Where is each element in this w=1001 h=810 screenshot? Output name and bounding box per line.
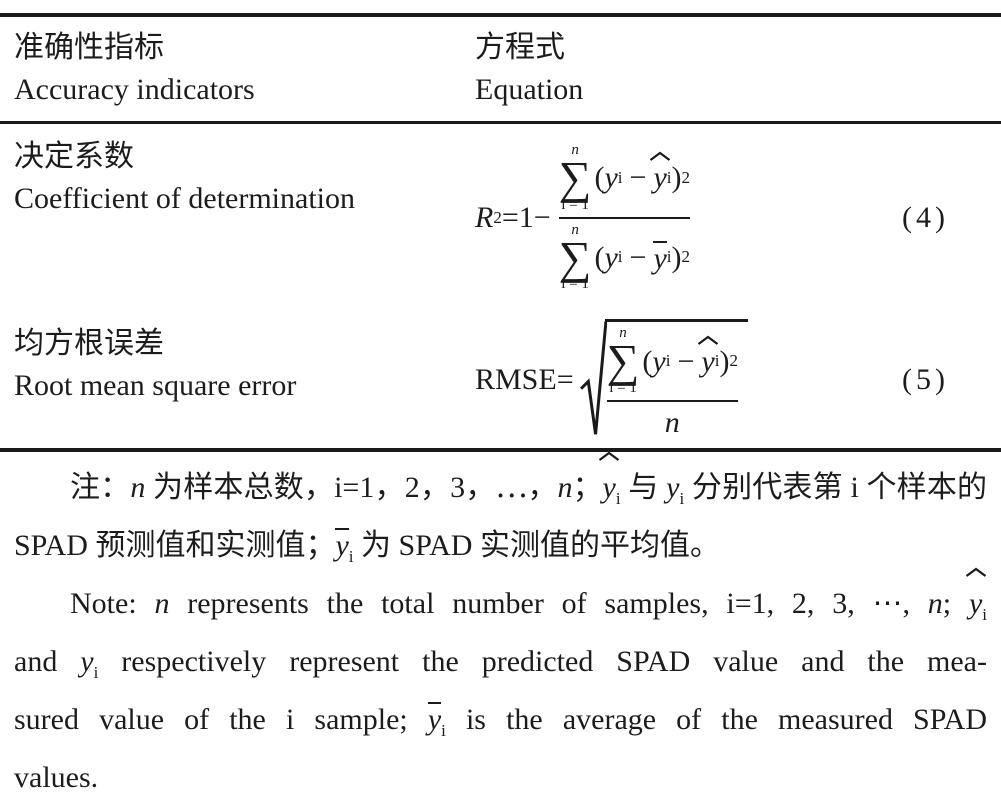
close-paren: ): [671, 161, 682, 195]
hat-accent-icon: [649, 152, 671, 162]
header-col2-zh: 方程式: [475, 31, 565, 64]
rmse-numerator: n ∑ i = 1 (y i − y i) 2: [606, 325, 738, 396]
table-top-rule: [0, 13, 1001, 17]
summation: n ∑ i = 1: [558, 221, 592, 292]
r2-numerator: n ∑ i = 1 (y i − y i) 2: [558, 142, 691, 213]
sigma-icon: ∑: [558, 231, 592, 283]
cell-equation-rmse: RMSE= n ∑ i = 1: [475, 311, 1001, 448]
header-accuracy-indicators: 准确性指标 Accuracy indicators: [0, 27, 475, 111]
r2-fraction: n ∑ i = 1 (y i − y i) 2 n ∑ i = 1: [558, 142, 691, 292]
rmse-lhs: RMSE=: [475, 362, 574, 396]
equation-number-5: (5): [902, 362, 949, 396]
minus-sign: −: [629, 240, 647, 274]
open-paren: (: [642, 344, 653, 378]
fraction-bar: [606, 399, 738, 402]
y-observed: y: [652, 344, 666, 378]
row2-label-en: Root mean square error: [14, 369, 297, 402]
sub-i: i: [93, 663, 99, 682]
sum-lower-limit: i = 1: [609, 379, 637, 396]
table-header-row: 准确性指标 Accuracy indicators 方程式 Equation: [0, 17, 1001, 121]
y-bar: y: [427, 702, 442, 736]
radicand: n ∑ i = 1 (y i − y i) 2 n: [604, 319, 748, 439]
radical-sign-icon: [580, 319, 607, 439]
sigma-icon: ∑: [558, 152, 592, 204]
open-paren: (: [594, 240, 605, 274]
header-col2-en: Equation: [475, 73, 584, 106]
table-row-rmse: 均方根误差 Root mean square error RMSE= n: [0, 311, 1001, 448]
header-col1-zh: 准确性指标: [14, 31, 164, 64]
close-paren: ): [671, 240, 682, 274]
header-equation: 方程式 Equation: [475, 27, 1001, 111]
sub-i: i: [348, 547, 354, 566]
note-en-line4: values.: [14, 761, 99, 794]
y-observed: y: [604, 240, 618, 274]
y-hat: y: [965, 567, 986, 633]
label-root-mean-square-error: 均方根误差 Root mean square error: [0, 311, 475, 448]
row1-label-zh: 决定系数: [14, 140, 134, 173]
note-zh-line2: SPAD 预测值和实测值；yi 为 SPAD 实测值的平均值。: [14, 528, 720, 566]
note-zh-line1: 注：n 为样本总数，i=1，2，3，⋯，n； yi 与 yi 分别代表第 i 个样…: [14, 451, 987, 517]
label-coefficient-of-determination: 决定系数 Coefficient of determination: [0, 124, 475, 311]
sigma-icon: ∑: [606, 335, 640, 387]
sub-i: i: [679, 489, 685, 508]
y-hat: y: [649, 152, 671, 194]
equation-rmse: RMSE= n ∑ i = 1: [475, 319, 748, 439]
sub-i: i: [615, 489, 621, 508]
sum-upper-limit: n: [571, 221, 579, 238]
y-symbol: y: [666, 471, 680, 504]
square-root: n ∑ i = 1 (y i − y i) 2 n: [580, 319, 748, 439]
n-symbol: n: [130, 471, 146, 504]
summation: n ∑ i = 1: [559, 143, 592, 212]
y-bar: y: [335, 528, 349, 562]
sub-i: i: [982, 605, 987, 624]
sum-lower-limit: i = 1: [561, 275, 589, 292]
open-paren: (: [594, 161, 605, 195]
r2-denominator: n ∑ i = 1 (y i − y i) 2: [558, 221, 691, 292]
n-symbol: n: [154, 587, 170, 620]
table-row-r2: 决定系数 Coefficient of determination R 2 =1− …: [0, 124, 1001, 311]
sum-upper-limit: n: [571, 142, 579, 159]
y-bar: y: [653, 240, 667, 275]
r-symbol: R: [475, 200, 494, 234]
sum-lower-limit: i = 1: [561, 196, 589, 213]
sum-upper-limit: n: [619, 325, 627, 342]
n-symbol: n: [557, 471, 573, 504]
row1-label-en: Coefficient of determination: [14, 182, 356, 215]
note-en-line3: sured value of the i sample; yi is the a…: [14, 702, 987, 740]
rmse-fraction: n ∑ i = 1 (y i − y i) 2 n: [606, 325, 738, 439]
cell-equation-r2: R 2 =1− n ∑ i = 1 (y i − y i) 2: [475, 124, 1001, 311]
header-col1-en: Accuracy indicators: [14, 73, 255, 106]
equals-one-minus: =1−: [501, 200, 551, 234]
note-en-line2: and yi respectively represent the predic…: [14, 645, 987, 682]
row2-label-zh: 均方根误差: [14, 327, 164, 360]
hat-accent-icon: [697, 335, 719, 345]
y-observed: y: [604, 161, 618, 195]
y-symbol: y: [80, 645, 94, 678]
table-header-rule: [0, 121, 1001, 124]
n-symbol: n: [927, 587, 943, 620]
hat-accent-icon: [965, 567, 986, 577]
table-bottom-rule: [0, 448, 1001, 452]
table-footnote: 注：n 为样本总数，i=1，2，3，⋯，n； yi 与 yi 分别代表第 i 个样…: [0, 451, 1001, 807]
equation-r2: R 2 =1− n ∑ i = 1 (y i − y i) 2: [475, 142, 691, 292]
minus-sign: −: [677, 344, 695, 378]
rmse-denominator: n: [664, 405, 680, 439]
hat-accent-icon: [599, 451, 620, 461]
y-hat: y: [697, 335, 719, 378]
summation: n ∑ i = 1: [607, 326, 640, 395]
note-en-line1: Note: n represents the total number of s…: [14, 567, 987, 633]
close-paren: ): [719, 344, 730, 378]
minus-sign: −: [629, 161, 647, 195]
y-hat: y: [599, 451, 620, 517]
fraction-bar: [558, 216, 691, 219]
equation-number-4: (4): [902, 200, 949, 234]
sub-i: i: [441, 721, 446, 740]
